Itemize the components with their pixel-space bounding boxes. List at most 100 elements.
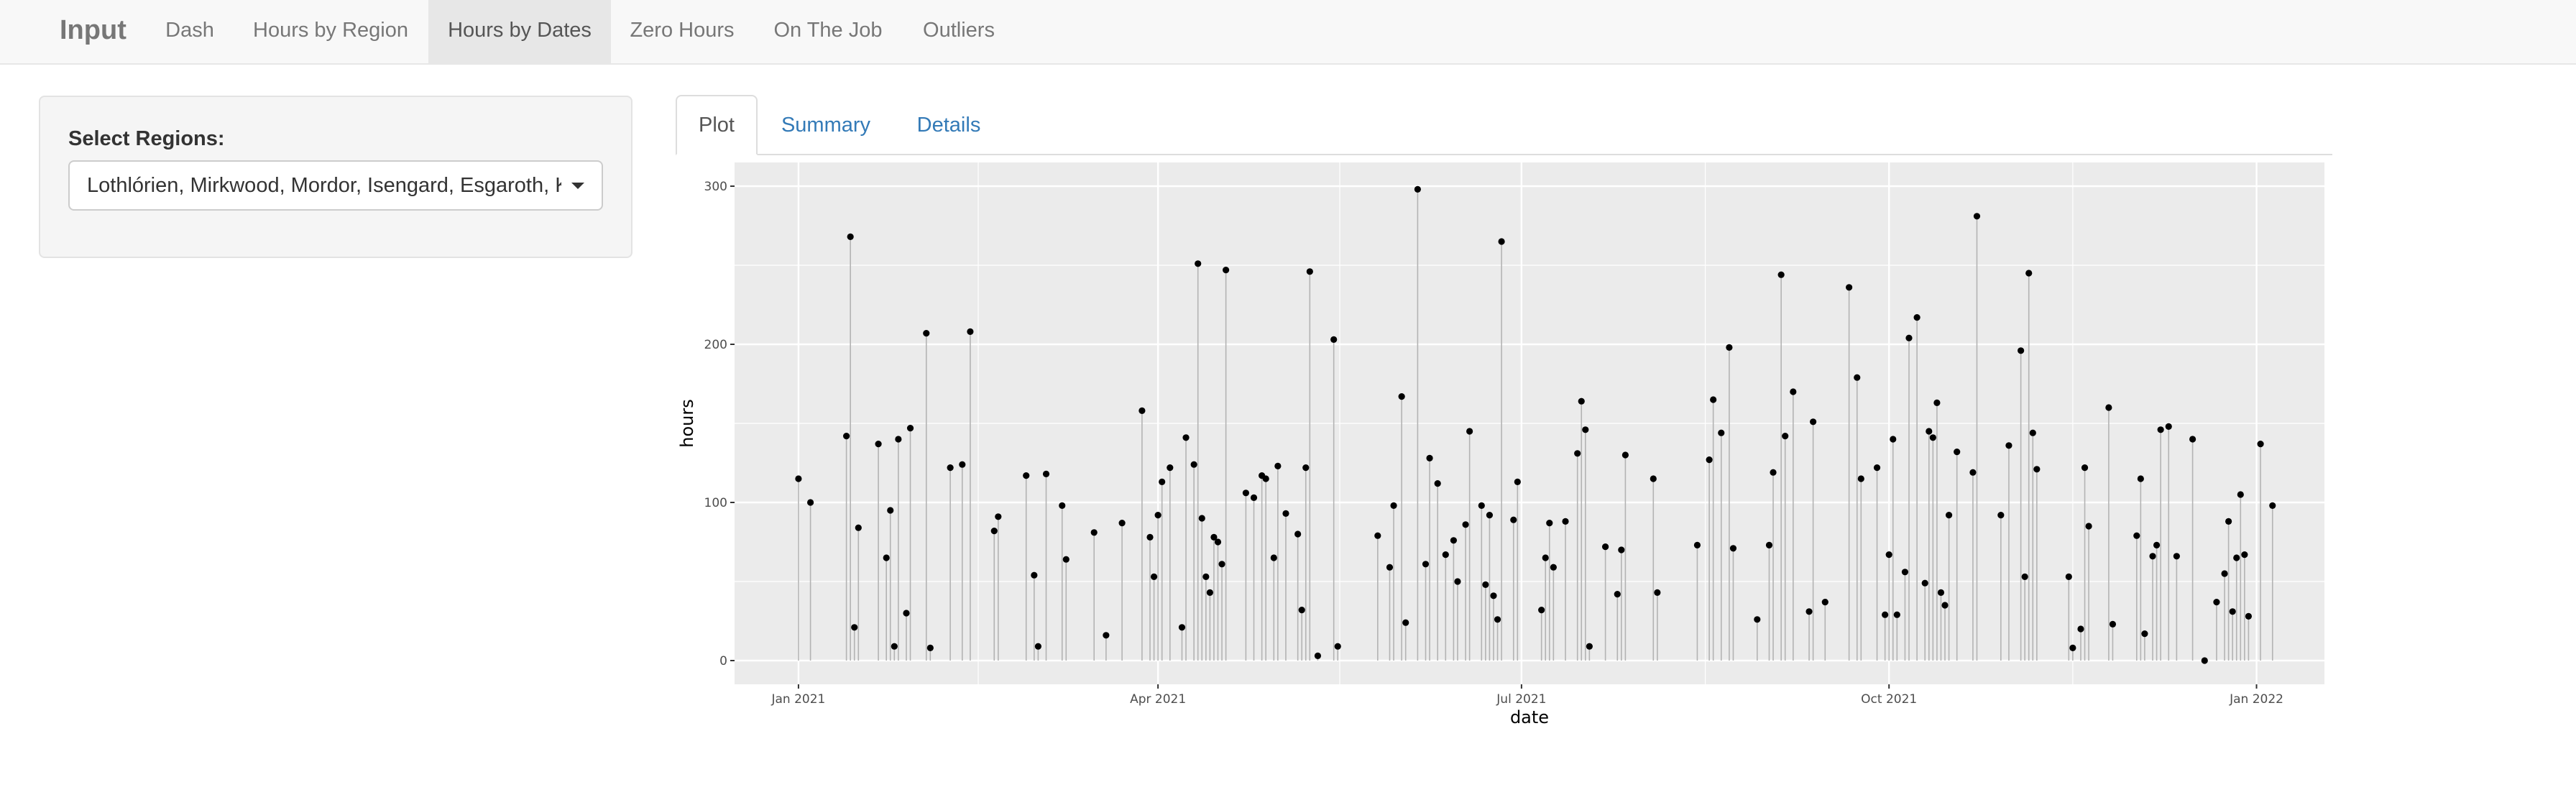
data-point (1857, 475, 1864, 482)
data-point (891, 643, 898, 650)
data-point (1945, 512, 1953, 519)
tab-details[interactable]: Details (916, 114, 981, 137)
data-point (1777, 271, 1785, 278)
data-point (1782, 433, 1789, 440)
data-point (1398, 393, 1405, 400)
data-point (806, 499, 814, 506)
data-point (2029, 429, 2036, 436)
data-point (1562, 518, 1569, 525)
data-point (923, 330, 930, 337)
data-point (2141, 630, 2148, 638)
data-point (1806, 608, 1813, 615)
data-point (1103, 632, 1110, 639)
nav-item-dash[interactable]: Dash (165, 19, 214, 42)
data-point (2018, 347, 2025, 354)
data-point (1846, 284, 1853, 291)
data-point (1821, 599, 1828, 606)
data-point (1770, 469, 1777, 476)
data-point (1206, 589, 1213, 597)
data-point (959, 461, 966, 468)
data-point (2173, 553, 2180, 560)
data-point (2245, 612, 2253, 620)
data-point (1969, 469, 1977, 476)
data-point (1933, 399, 1941, 406)
nav-item-zero-hours[interactable]: Zero Hours (630, 19, 735, 42)
data-point (1414, 185, 1421, 193)
data-point (2269, 502, 2276, 509)
data-point (1486, 512, 1494, 519)
data-point (883, 554, 890, 561)
data-point (1023, 472, 1030, 479)
data-point (1434, 480, 1441, 487)
y-tick-label: 100 (704, 496, 727, 510)
data-point (1059, 502, 1066, 509)
data-point (1654, 589, 1661, 597)
data-point (2033, 466, 2041, 473)
regions-select[interactable]: Lothlórien, Mirkwood, Mordor, Isengard, … (68, 160, 603, 211)
data-point (1937, 589, 1945, 597)
y-tick-label: 300 (704, 180, 727, 194)
data-point (1314, 652, 1322, 660)
data-point (1390, 502, 1397, 509)
data-point (1223, 267, 1230, 274)
data-point (2149, 553, 2156, 560)
data-point (2233, 554, 2240, 561)
data-point (1450, 537, 1458, 544)
data-point (1159, 478, 1166, 485)
data-point (1921, 579, 1928, 587)
data-point (1034, 643, 1041, 650)
data-point (851, 624, 858, 631)
data-point (1202, 573, 1210, 581)
tab-plot[interactable]: Plot (676, 95, 758, 155)
data-point (2241, 551, 2248, 559)
data-point (1150, 573, 1158, 581)
data-point (1178, 624, 1186, 631)
data-point (1582, 426, 1589, 433)
data-point (1466, 428, 1473, 435)
data-point (2137, 475, 2144, 482)
tab-divider (676, 154, 2332, 155)
nav-item-outliers[interactable]: Outliers (923, 19, 995, 42)
navbar: Input Dash Hours by Region Hours by Date… (0, 0, 2576, 65)
hours-by-date-chart: 0 100 200 300 Jan 2021 Apr 2021 Jul 2021 Oct 20… (677, 162, 2324, 727)
data-point (1726, 344, 1733, 351)
regions-select-value: Lothlórien, Mirkwood, Mordor, Isengard, … (87, 174, 561, 197)
nav-item-hours-by-dates[interactable]: Hours by Dates (428, 0, 611, 63)
data-point (2213, 599, 2220, 606)
data-point (895, 436, 902, 443)
data-point (1454, 578, 1461, 585)
data-point (1374, 532, 1381, 539)
data-point (2257, 441, 2264, 448)
nav-item-on-the-job[interactable]: On The Job (773, 19, 883, 42)
data-point (1973, 213, 1981, 220)
data-point (2237, 491, 2244, 498)
data-point (1729, 545, 1737, 552)
data-point (1031, 571, 1038, 579)
data-point (2153, 541, 2161, 549)
brand-title[interactable]: Input (60, 15, 126, 45)
nav-item-hours-by-region[interactable]: Hours by Region (253, 19, 408, 42)
data-point (926, 644, 934, 652)
tab-summary[interactable]: Summary (781, 114, 871, 137)
data-point (2165, 423, 2172, 430)
data-point (1306, 268, 1313, 275)
x-tick-label: Jan 2021 (770, 692, 825, 707)
stem-lines (798, 189, 2273, 661)
data-point (2005, 442, 2012, 449)
data-point (1890, 436, 1897, 443)
data-point (1810, 418, 1817, 426)
data-point (967, 328, 974, 335)
data-point (1498, 238, 1505, 245)
data-point (1386, 564, 1394, 571)
axes: 0 100 200 300 Jan 2021 Apr 2021 Jul 2021 Oct 20… (704, 180, 2283, 707)
y-tick-label: 200 (704, 338, 727, 352)
x-tick-label: Oct 2021 (1861, 692, 1917, 707)
x-tick-label: Apr 2021 (1130, 692, 1186, 707)
data-point (1250, 494, 1258, 501)
data-point (1997, 512, 2005, 519)
data-point (2105, 404, 2112, 411)
data-point (2157, 426, 2164, 433)
data-point (1885, 551, 1892, 559)
data-point (2225, 518, 2232, 525)
data-point (1941, 602, 1949, 609)
